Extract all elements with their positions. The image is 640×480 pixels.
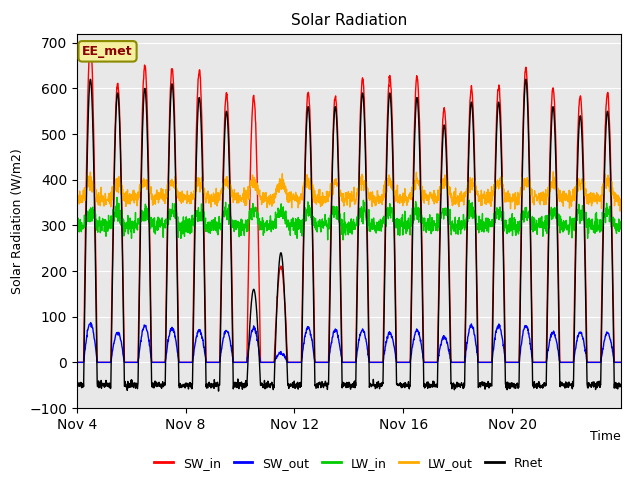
SW_out [73,360,81,365]
Line: LW_out: LW_out [77,172,621,211]
Rnet [585,380,593,386]
SW_out [585,360,593,365]
Rnet [271,357,279,362]
Rnet [214,388,222,394]
SW_out [617,360,625,365]
LW_in [211,218,219,224]
Text: EE_met: EE_met [82,45,133,58]
LW_out [250,181,257,187]
Title: Solar Radiation: Solar Radiation [291,13,407,28]
LW_out [73,195,81,201]
SW_in [271,346,278,351]
SW_in [617,360,625,365]
Line: SW_in: SW_in [77,42,621,362]
SW_out [284,360,291,365]
LW_out [211,193,218,199]
SW_in [86,39,94,45]
SW_out [588,360,595,365]
SW_in [73,360,81,365]
LW_out [550,169,557,175]
LW_in [588,218,595,224]
SW_in [588,360,595,365]
Rnet [617,383,625,389]
LW_in [113,194,121,200]
LW_in [339,237,347,243]
LW_out [584,194,592,200]
Rnet [86,76,94,82]
LW_in [617,218,625,224]
Rnet [73,381,81,387]
Rnet [588,380,595,386]
Text: Time: Time [590,431,621,444]
Y-axis label: Solar Radiation (W/m2): Solar Radiation (W/m2) [10,148,24,294]
LW_out [616,208,624,214]
Rnet [250,287,257,292]
LW_in [271,222,278,228]
LW_in [585,230,593,236]
LW_out [588,200,595,206]
SW_in [211,360,219,365]
LW_out [617,198,625,204]
LW_out [271,191,278,196]
SW_in [584,360,592,365]
Line: Rnet: Rnet [77,79,621,391]
LW_in [250,204,257,209]
LW_in [73,225,81,231]
SW_out [271,358,278,364]
Rnet [360,100,367,106]
SW_out [360,329,367,335]
LW_out [359,180,367,185]
Line: LW_in: LW_in [77,197,621,240]
SW_out [211,360,219,365]
Rnet [211,381,219,387]
SW_out [87,320,95,325]
LW_in [360,207,367,213]
SW_in [250,94,257,99]
Legend: SW_in, SW_out, LW_in, LW_out, Rnet: SW_in, SW_out, LW_in, LW_out, Rnet [149,452,548,475]
Line: SW_out: SW_out [77,323,621,362]
SW_in [360,82,367,87]
SW_out [250,325,257,331]
